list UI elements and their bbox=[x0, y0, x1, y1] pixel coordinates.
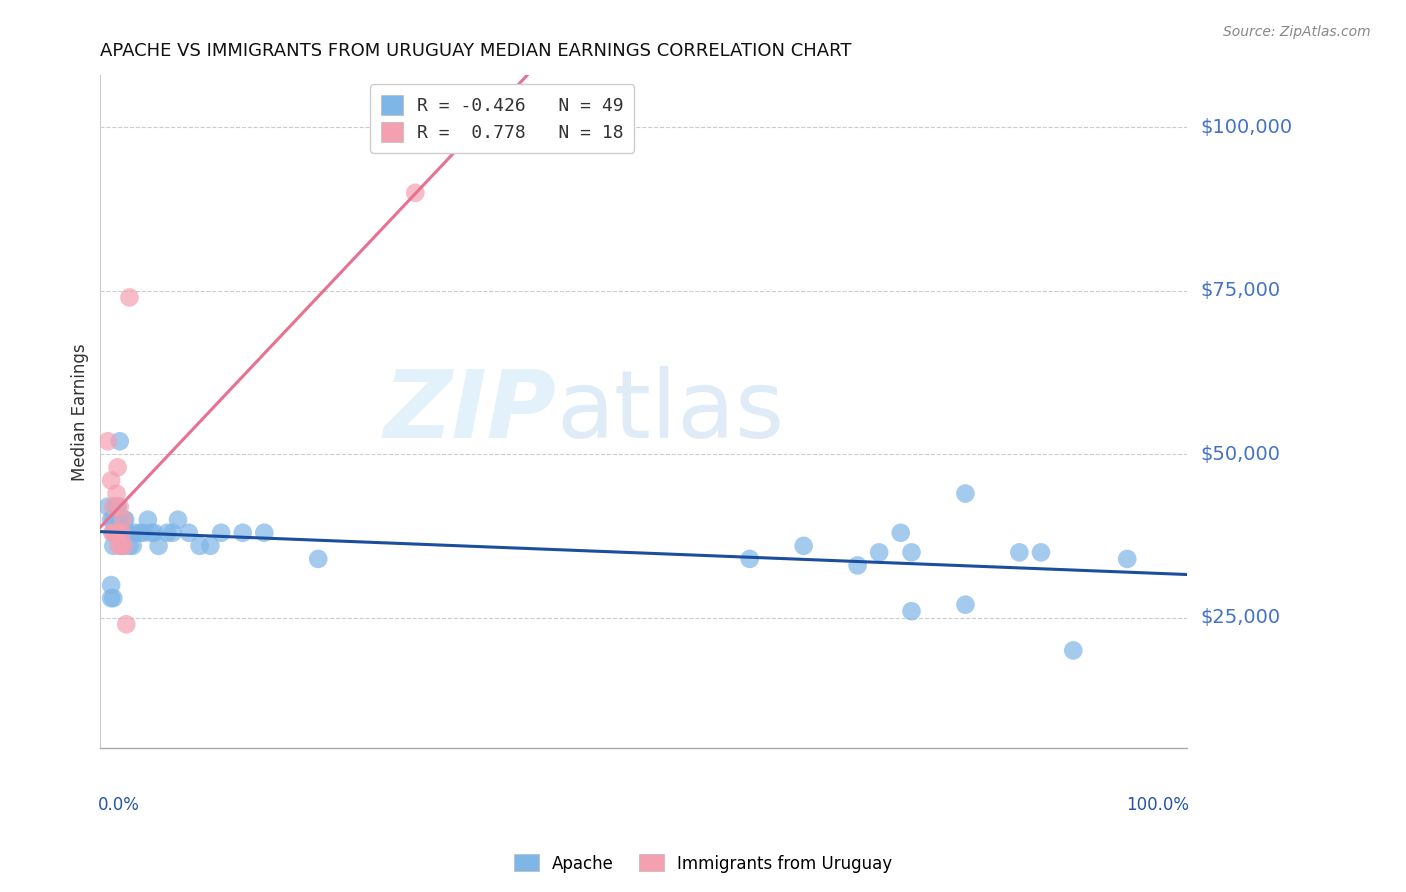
Point bbox=[1008, 545, 1031, 559]
Point bbox=[148, 539, 170, 553]
Point bbox=[107, 539, 129, 553]
Point bbox=[110, 525, 132, 540]
Point bbox=[112, 539, 135, 553]
Point bbox=[124, 525, 146, 540]
Point bbox=[111, 525, 134, 540]
Point bbox=[136, 513, 159, 527]
Point bbox=[103, 591, 125, 606]
Point bbox=[200, 539, 222, 553]
Point bbox=[404, 186, 426, 200]
Point bbox=[104, 525, 127, 540]
Point bbox=[1029, 545, 1052, 559]
Point bbox=[118, 539, 141, 553]
Point bbox=[868, 545, 890, 559]
Point bbox=[104, 525, 127, 540]
Point bbox=[167, 513, 190, 527]
Point bbox=[108, 434, 131, 449]
Point bbox=[104, 500, 127, 514]
Point bbox=[955, 598, 977, 612]
Point bbox=[100, 513, 122, 527]
Text: $25,000: $25,000 bbox=[1201, 608, 1281, 627]
Text: $50,000: $50,000 bbox=[1201, 445, 1281, 464]
Point bbox=[107, 525, 129, 540]
Point bbox=[162, 525, 184, 540]
Point bbox=[1116, 552, 1139, 566]
Point bbox=[105, 525, 128, 540]
Point bbox=[103, 525, 125, 540]
Point bbox=[112, 513, 135, 527]
Text: $100,000: $100,000 bbox=[1201, 118, 1292, 137]
Point bbox=[890, 525, 912, 540]
Point bbox=[97, 434, 120, 449]
Point bbox=[107, 500, 129, 514]
Point bbox=[117, 525, 139, 540]
Point bbox=[115, 525, 138, 540]
Legend: R = -0.426   N = 49, R =  0.778   N = 18: R = -0.426 N = 49, R = 0.778 N = 18 bbox=[370, 84, 634, 153]
Text: $75,000: $75,000 bbox=[1201, 281, 1281, 301]
Point bbox=[101, 525, 124, 540]
Point bbox=[107, 513, 129, 527]
Point bbox=[139, 525, 162, 540]
Point bbox=[846, 558, 869, 573]
Point bbox=[900, 604, 922, 618]
Point bbox=[132, 525, 155, 540]
Point bbox=[232, 525, 254, 540]
Legend: Apache, Immigrants from Uruguay: Apache, Immigrants from Uruguay bbox=[508, 847, 898, 880]
Point bbox=[114, 513, 136, 527]
Point bbox=[177, 525, 200, 540]
Point bbox=[97, 500, 120, 514]
Point bbox=[100, 591, 122, 606]
Point bbox=[209, 525, 232, 540]
Point bbox=[118, 290, 141, 304]
Point bbox=[143, 525, 166, 540]
Point bbox=[103, 500, 125, 514]
Point bbox=[1062, 643, 1084, 657]
Point bbox=[253, 525, 276, 540]
Text: APACHE VS IMMIGRANTS FROM URUGUAY MEDIAN EARNINGS CORRELATION CHART: APACHE VS IMMIGRANTS FROM URUGUAY MEDIAN… bbox=[100, 42, 852, 60]
Point bbox=[107, 525, 129, 540]
Point bbox=[110, 539, 132, 553]
Point bbox=[103, 525, 125, 540]
Point bbox=[738, 552, 761, 566]
Text: Source: ZipAtlas.com: Source: ZipAtlas.com bbox=[1223, 25, 1371, 39]
Point bbox=[108, 500, 131, 514]
Point bbox=[103, 539, 125, 553]
Text: 0.0%: 0.0% bbox=[98, 796, 141, 814]
Point bbox=[307, 552, 329, 566]
Point bbox=[129, 525, 152, 540]
Point bbox=[115, 617, 138, 632]
Text: 100.0%: 100.0% bbox=[1126, 796, 1188, 814]
Point bbox=[105, 486, 128, 500]
Point bbox=[955, 486, 977, 500]
Point bbox=[100, 474, 122, 488]
Point bbox=[107, 460, 129, 475]
Point bbox=[900, 545, 922, 559]
Point bbox=[111, 525, 134, 540]
Point bbox=[121, 539, 143, 553]
Point bbox=[100, 578, 122, 592]
Point bbox=[188, 539, 211, 553]
Y-axis label: Median Earnings: Median Earnings bbox=[72, 343, 89, 481]
Point bbox=[103, 513, 125, 527]
Point bbox=[111, 513, 134, 527]
Text: atlas: atlas bbox=[557, 366, 785, 458]
Point bbox=[793, 539, 815, 553]
Text: ZIP: ZIP bbox=[384, 366, 557, 458]
Point bbox=[111, 539, 134, 553]
Point bbox=[156, 525, 179, 540]
